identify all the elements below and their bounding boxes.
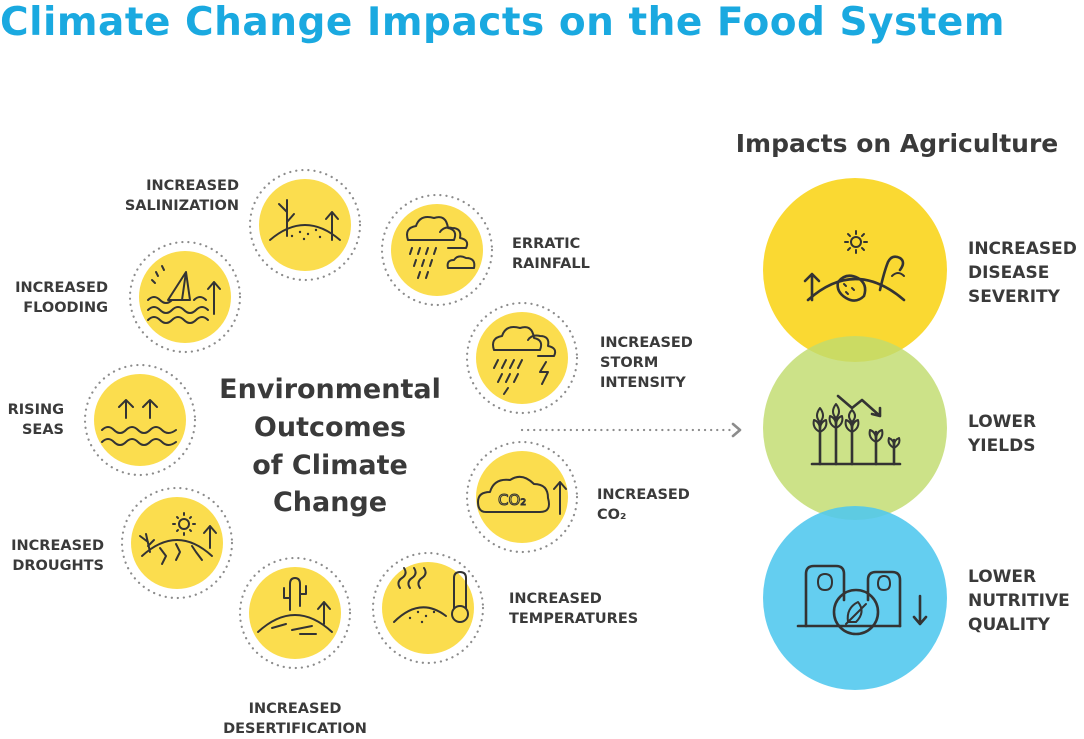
- nutrition-icon: [796, 564, 928, 636]
- impact-nutrition-circle: [763, 506, 947, 690]
- center-title-line-4: Change: [273, 487, 387, 518]
- co2-cloud-icon: CO₂: [477, 475, 567, 515]
- drought-icon: [139, 512, 217, 565]
- outcome-droughts-line-2: DROUGHTS: [12, 558, 104, 574]
- outcome-flooding-line-2: FLOODING: [23, 300, 108, 316]
- center-title-line-1: Environmental: [219, 374, 441, 405]
- outcome-rainfall-line-1: ERRATIC: [512, 236, 580, 252]
- svg-text:CO₂: CO₂: [498, 491, 526, 509]
- impact-yields-circle: [763, 336, 947, 520]
- outcome-storm: INCREASED STORM INTENSITY: [465, 301, 693, 415]
- outcome-seas: RISING SEAS: [8, 363, 197, 477]
- disease-icon: [803, 230, 906, 302]
- impact-disease-circle: [763, 178, 947, 362]
- impact-yields: LOWER YIELDS: [967, 412, 1036, 456]
- impact-disease: INCREASED DISEASE SEVERITY: [968, 239, 1077, 307]
- center-title-line-3: of Climate: [252, 450, 408, 481]
- outcome-storm-line-1: INCREASED: [600, 335, 693, 351]
- center-title-line-2: Outcomes: [254, 412, 406, 443]
- outcome-storm-line-2: STORM: [600, 355, 658, 371]
- outcome-desertification-line-2: DESERTIFICATION: [223, 721, 367, 737]
- outcome-seas-line-2: SEAS: [22, 422, 64, 438]
- impact-disease-line-3: SEVERITY: [968, 287, 1061, 307]
- impact-yields-line-2: YIELDS: [967, 436, 1035, 456]
- outcome-temperatures-line-1: INCREASED: [509, 591, 602, 607]
- outcome-temperatures-line-2: TEMPERATURES: [509, 611, 638, 627]
- outcome-co2: CO₂ INCREASED CO₂: [465, 440, 690, 554]
- outcome-salinization-line-2: SALINIZATION: [125, 198, 239, 214]
- outcome-salinization-line-1: INCREASED: [146, 178, 239, 194]
- outcome-droughts-line-1: INCREASED: [11, 538, 104, 554]
- outcome-temperatures: INCREASED TEMPERATURES: [371, 551, 638, 665]
- wheat-decline-icon: [810, 394, 902, 466]
- outcome-co2-line-2: CO₂: [597, 507, 626, 523]
- impact-nutrition-line-1: LOWER: [968, 567, 1036, 587]
- connector-arrow: [520, 422, 742, 438]
- outcome-rainfall-line-2: RAINFALL: [512, 256, 590, 272]
- impact-yields-line-1: LOWER: [968, 412, 1036, 432]
- thermometer-icon: [393, 567, 469, 624]
- outcome-desertification-line-1: INCREASED: [249, 701, 342, 717]
- impact-nutrition-line-2: NUTRITIVE: [968, 591, 1070, 611]
- impacts-heading: Impacts on Agriculture: [736, 129, 1059, 158]
- cactus-icon: [257, 577, 333, 635]
- center-title: Environmental Outcomes of Climate Change: [219, 374, 441, 518]
- impact-nutrition-line-3: QUALITY: [968, 615, 1051, 635]
- rain-cloud-icon: [406, 216, 476, 279]
- outcome-flooding: INCREASED FLOODING: [15, 240, 242, 354]
- salinization-icon: [269, 199, 341, 241]
- outcome-desertification: INCREASED DESERTIFICATION: [223, 556, 367, 737]
- page-title: Climate Change Impacts on the Food Syste…: [0, 0, 1006, 45]
- impact-disease-line-1: INCREASED: [968, 239, 1077, 259]
- outcome-co2-line-1: INCREASED: [597, 487, 690, 503]
- outcome-flooding-line-1: INCREASED: [15, 280, 108, 296]
- impact-nutrition: LOWER NUTRITIVE QUALITY: [968, 567, 1070, 635]
- outcome-storm-line-3: INTENSITY: [600, 375, 686, 391]
- outcome-droughts: INCREASED DROUGHTS: [11, 486, 234, 600]
- outcome-salinization: INCREASED SALINIZATION: [125, 168, 362, 282]
- rising-seas-icon: [101, 399, 177, 446]
- impact-disease-line-2: DISEASE: [968, 263, 1049, 283]
- storm-cloud-icon: [492, 326, 557, 395]
- flood-icon: [147, 265, 221, 324]
- impact-circles: [763, 178, 947, 690]
- outcome-rainfall: ERRATIC RAINFALL: [380, 193, 590, 307]
- outcome-seas-line-1: RISING: [8, 402, 64, 418]
